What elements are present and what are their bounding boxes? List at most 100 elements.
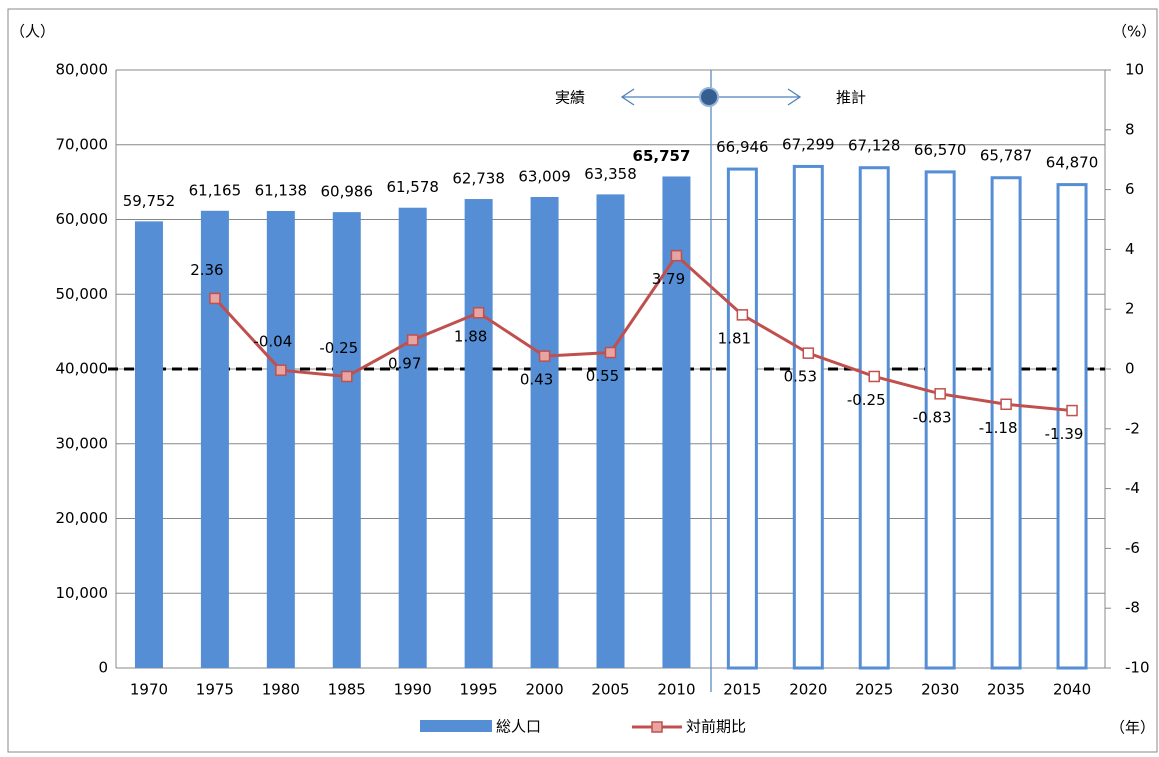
bar-label: 63,009 [518, 168, 571, 186]
legend-label: 総人口 [496, 718, 541, 736]
x-tick-label: 1975 [196, 681, 234, 699]
y2-unit: （%） [1112, 23, 1156, 41]
marker [604, 346, 617, 359]
marker [670, 249, 683, 262]
marker [934, 388, 946, 400]
marker [1066, 404, 1078, 417]
bar-label: 62,738 [452, 170, 505, 188]
y2-tick-label: 2 [1125, 300, 1135, 318]
bar [464, 199, 493, 668]
line-label: -1.18 [979, 419, 1018, 437]
marker [275, 364, 287, 376]
y2-tick-label: 6 [1125, 180, 1135, 198]
bar [134, 221, 163, 668]
bar-label: 59,752 [123, 192, 176, 210]
annotation: 実績 [555, 89, 585, 107]
y-tick-label: 80,000 [56, 61, 109, 79]
bar [200, 210, 229, 668]
y-tick-label: 60,000 [56, 210, 109, 228]
x-tick-label: 2000 [525, 681, 563, 699]
line-label: -1.39 [1045, 425, 1084, 443]
marker [472, 307, 485, 319]
x-tick-label: 2025 [855, 681, 893, 699]
y-tick-label: 30,000 [56, 434, 109, 452]
bar-label: 67,128 [848, 137, 901, 155]
bar-label: 61,578 [386, 178, 439, 196]
line-label: 3.79 [652, 270, 685, 288]
y2-tick-label: 10 [1125, 61, 1144, 79]
line-label: 0.43 [520, 371, 553, 389]
bar-label: 60,986 [321, 183, 374, 201]
bar [530, 197, 559, 668]
bar-label: 67,299 [782, 135, 835, 153]
marker [802, 347, 815, 359]
y2-tick-label: -4 [1125, 479, 1140, 497]
x-tick-label: 1985 [328, 681, 366, 699]
bar [332, 212, 361, 669]
y-tick-label: 70,000 [56, 135, 109, 153]
x-tick-label: 2035 [987, 681, 1025, 699]
line-label: 1.88 [454, 327, 487, 345]
bar [266, 210, 295, 668]
marker [209, 292, 221, 305]
line-label: 0.97 [388, 354, 421, 372]
x-tick-label: 2020 [789, 681, 827, 699]
y2-tick-label: 0 [1125, 360, 1135, 378]
marker [341, 370, 353, 383]
bar-label: 65,787 [980, 147, 1033, 165]
line-label: -0.25 [319, 339, 358, 357]
y-tick-label: 50,000 [56, 285, 109, 303]
y-tick-label: 10,000 [56, 584, 109, 602]
x-tick-label: 1995 [460, 681, 498, 699]
annotation: 推計 [836, 89, 866, 107]
bar [990, 176, 1022, 670]
line-label: 1.81 [718, 329, 751, 347]
y-tick-label: 40,000 [56, 360, 109, 378]
y2-tick-label: -2 [1125, 419, 1140, 437]
x-tick-label: 1990 [394, 681, 432, 699]
bar-label: 61,165 [189, 181, 242, 199]
line-label: -0.83 [913, 408, 952, 426]
bar-label: 64,870 [1046, 154, 1099, 172]
y2-tick-label: 8 [1125, 120, 1135, 138]
y2-tick-label: -8 [1125, 599, 1140, 617]
legend-label: 対前期比 [686, 718, 746, 736]
bar [858, 166, 890, 670]
x-tick-label: 1970 [130, 681, 168, 699]
bar-label: 63,358 [584, 165, 637, 183]
marker [1000, 398, 1012, 411]
chart-frame [7, 8, 1158, 753]
marker [868, 370, 880, 383]
y-unit: （人） [10, 23, 55, 41]
y-tick-label: 20,000 [56, 509, 109, 527]
bar [792, 164, 824, 670]
legend-swatch [420, 720, 492, 732]
legend-swatch [651, 721, 663, 733]
bar-label: 66,570 [914, 141, 967, 159]
x-tick-label: 1980 [262, 681, 300, 699]
marker [538, 350, 551, 362]
bar-label: 65,757 [633, 147, 691, 165]
bar [1056, 183, 1088, 670]
line-label: -0.04 [253, 333, 292, 351]
marker [406, 334, 419, 346]
line-label: 0.53 [784, 368, 817, 386]
x-tick-label: 2040 [1053, 681, 1091, 699]
x-tick-label: 2010 [657, 681, 695, 699]
line-label: 2.36 [190, 261, 223, 279]
x-tick-label: 2005 [591, 681, 629, 699]
x-unit: （年） [1110, 719, 1155, 737]
y2-tick-label: 4 [1125, 240, 1135, 258]
bar-label: 66,946 [716, 138, 769, 156]
line-label: 0.55 [586, 367, 619, 385]
bar [924, 170, 956, 670]
x-tick-label: 2015 [723, 681, 761, 699]
line [213, 253, 1073, 413]
divider-marker [699, 87, 719, 107]
bar [596, 194, 625, 668]
marker [736, 309, 749, 321]
y-tick-label: 0 [98, 659, 108, 677]
line-label: -0.25 [847, 391, 886, 409]
bar-label: 61,138 [255, 181, 308, 199]
